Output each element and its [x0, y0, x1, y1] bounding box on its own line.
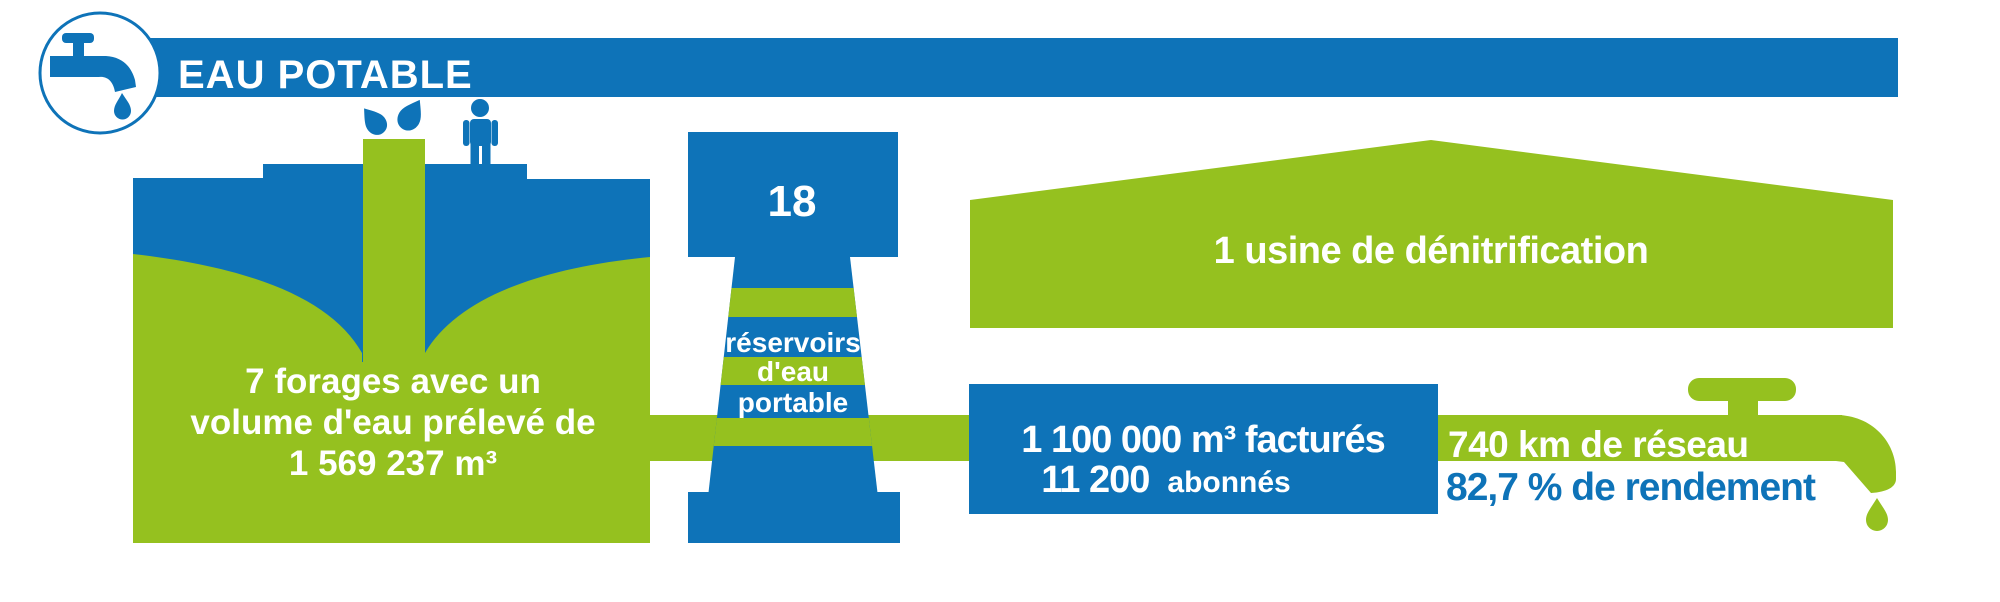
billing-subscribers-value: 11 200	[1041, 459, 1149, 501]
tap-icon	[50, 33, 136, 120]
forage-caption: 7 forages avec un volume d'eau prélevé d…	[190, 362, 595, 483]
tower-base	[688, 492, 900, 543]
well-pipe	[363, 139, 425, 459]
forage-caption-line3: 1 569 237 m³	[289, 444, 497, 483]
header: EAU POTABLE	[38, 11, 1898, 135]
billing-line1: 1 100 000 m³ facturés	[1021, 419, 1384, 461]
billing-box: 1 100 000 m³ facturés 11 200 abonnés	[969, 384, 1438, 514]
person-icon	[463, 99, 498, 166]
billing-line2: 11 200 abonnés	[1041, 459, 1291, 501]
billing-rect	[969, 384, 1438, 514]
tower-stripes	[708, 288, 878, 446]
network-efficiency: 82,7 % de rendement	[1446, 466, 1816, 509]
tower-head	[688, 132, 898, 257]
tower-label-line1: réservoirs	[725, 327, 860, 358]
water-drop-icon	[1866, 498, 1888, 531]
tap-handle-icon	[1688, 378, 1796, 401]
billing-subscribers-unit: abonnés	[1167, 466, 1290, 499]
forage-caption-line2: volume d'eau prélevé de	[190, 403, 595, 442]
tower-count: 18	[768, 177, 817, 226]
water-tower: 18 réservoirs d'eau portable	[688, 132, 900, 543]
plant-illustration: 1 usine de dénitrification	[970, 140, 1893, 328]
forage-caption-line1: 7 forages avec un	[245, 362, 541, 401]
tap-handle-stem	[1728, 396, 1758, 422]
water-splash-icon	[364, 99, 421, 135]
plant-shape	[970, 140, 1893, 328]
plant-label: 1 usine de dénitrification	[1214, 230, 1649, 272]
page-title: EAU POTABLE	[178, 53, 473, 97]
network-stats: 740 km de réseau 82,7 % de rendement	[1446, 424, 1817, 509]
header-bar	[100, 38, 1898, 97]
forage-illustration: 7 forages avec un volume d'eau prélevé d…	[133, 99, 650, 543]
tower-label-line2: d'eau	[757, 356, 829, 387]
tower-label-line3: portable	[738, 387, 848, 418]
network-length: 740 km de réseau	[1448, 424, 1749, 465]
pipe-spout	[1836, 415, 1896, 493]
